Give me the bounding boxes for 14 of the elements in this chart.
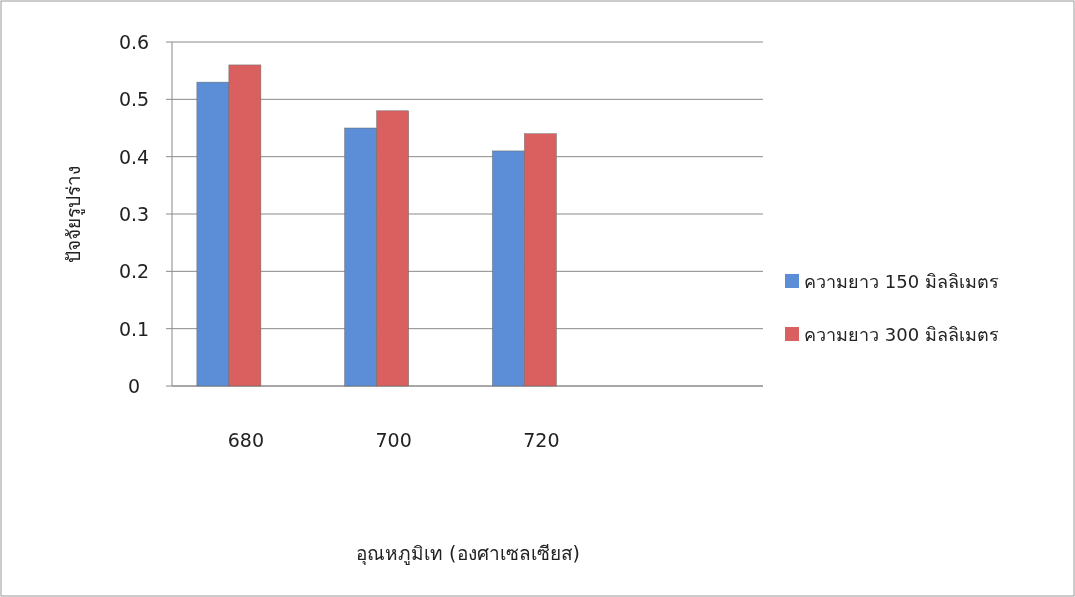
x-tick-label: 700 [375,429,412,451]
y-tick-label: 0.5 [118,88,150,111]
y-tick-label: 0.6 [118,31,150,53]
x-tick-label: 680 [227,429,265,451]
legend-label: ความยาว 150 มิลลิเมตร [804,271,999,292]
y-tick-label: 0.4 [118,145,150,168]
x-tick-label: 720 [523,429,560,451]
y-tick-label: 0 [127,375,141,397]
y-tick-label: 0.3 [118,203,150,225]
x-axis-title: อุณหภูมิเท (องศาเซลเซียส) [356,542,580,566]
legend-label: ความยาว 300 มิลลิเมตร [804,324,999,345]
y-tick-label: 0.2 [118,260,150,283]
y-tick-label: 0.1 [118,317,150,340]
y-axis-title: ปัจจัยรูปร่าง [62,165,85,263]
